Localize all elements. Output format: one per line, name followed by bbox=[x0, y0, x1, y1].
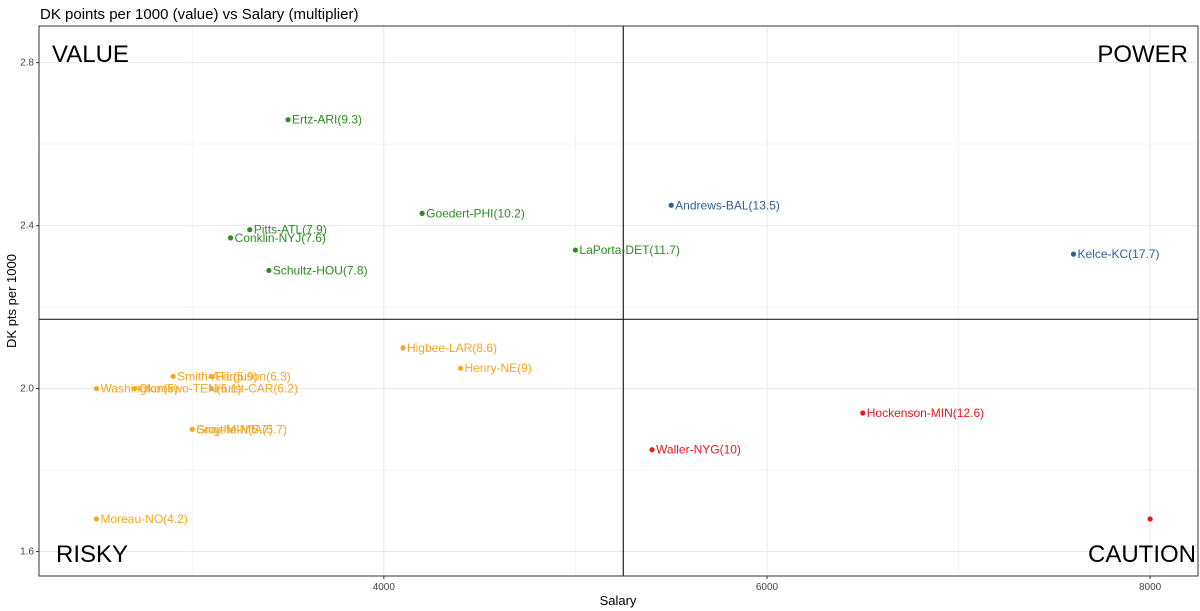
data-point-label: Hurst-CAR(6.2) bbox=[215, 382, 298, 396]
y-tick-label: 2.8 bbox=[20, 58, 34, 69]
data-point-label: Kelce-KC(17.7) bbox=[1077, 247, 1159, 261]
quadrant-label-value: VALUE bbox=[52, 41, 129, 68]
data-point bbox=[860, 410, 866, 416]
quadrant-labels: VALUE POWER RISKY CAUTION bbox=[52, 41, 1196, 568]
data-point-label: Pitts-ATL(7.9) bbox=[254, 223, 327, 237]
data-point-label: Higbee-LAR(8.6) bbox=[407, 341, 497, 355]
data-point bbox=[285, 117, 291, 123]
data-point bbox=[668, 202, 674, 208]
data-point bbox=[93, 516, 100, 522]
data-point-label: Smythe-MIA(5.7) bbox=[196, 422, 287, 436]
y-tick-label: 1.6 bbox=[20, 547, 34, 558]
axis-ticks: 4000 6000 8000 1.6 2.0 2.4 2.8 bbox=[20, 58, 1162, 593]
data-point bbox=[189, 426, 195, 432]
data-point-label: Smith-ATL(5.9) bbox=[177, 369, 257, 383]
data-point-label: Waller-NYG(10) bbox=[656, 443, 741, 457]
data-point-label: Hockenson-MIN(12.6) bbox=[867, 406, 984, 420]
data-point-label: Goedert-PHI(10.2) bbox=[426, 206, 525, 220]
data-point bbox=[93, 385, 100, 392]
x-axis-title: Salary bbox=[600, 593, 637, 608]
data-point bbox=[247, 227, 253, 233]
data-point bbox=[1147, 516, 1153, 522]
data-point bbox=[208, 385, 215, 392]
y-tick-label: 2.0 bbox=[20, 384, 34, 395]
plot-panel-border bbox=[38, 25, 1199, 577]
data-point bbox=[132, 385, 138, 392]
data-point bbox=[419, 210, 425, 217]
x-tick-label: 4000 bbox=[373, 582, 396, 593]
data-point bbox=[400, 345, 406, 351]
chart-title: DK points per 1000 (value) vs Salary (mu… bbox=[40, 6, 358, 23]
data-point-label: Okonkwo-TEN(5.1) bbox=[139, 382, 242, 396]
data-point bbox=[649, 447, 655, 453]
data-point-label: Schultz-HOU(7.8) bbox=[273, 263, 368, 277]
data-point-label: Moreau-NO(4.2) bbox=[100, 512, 187, 526]
data-point-label: Ertz-ARI(9.3) bbox=[292, 113, 362, 127]
data-point bbox=[1070, 251, 1077, 257]
data-point bbox=[457, 365, 464, 371]
data-point-label: Washington(5) bbox=[100, 382, 178, 396]
data-point bbox=[170, 373, 176, 379]
quadrant-label-risky: RISKY bbox=[56, 541, 128, 568]
data-point-label: Henry-NE(9) bbox=[464, 361, 531, 375]
y-axis-title: DK pts per 1000 bbox=[4, 254, 19, 348]
data-point-label: Ferguson(6.3) bbox=[215, 369, 290, 383]
x-tick-label: 8000 bbox=[1139, 582, 1162, 593]
quadrant-label-power: POWER bbox=[1097, 41, 1188, 68]
data-point bbox=[227, 235, 234, 241]
y-tick-label: 2.4 bbox=[20, 221, 34, 232]
data-point-label: Gray-MIN(5.7) bbox=[196, 422, 273, 436]
data-point-label: Conklin-NYJ(7.6) bbox=[235, 231, 326, 245]
data-points: Ertz-ARI(9.3) Goedert-PHI(10.2) Pitts-ATL(… bbox=[93, 113, 1160, 526]
data-point-label: Andrews-BAL(13.5) bbox=[675, 198, 780, 212]
grid bbox=[39, 26, 1198, 576]
quadrant-dividers bbox=[39, 26, 1198, 576]
data-point bbox=[208, 373, 215, 379]
quadrant-label-caution: CAUTION bbox=[1088, 541, 1196, 568]
x-tick-label: 6000 bbox=[756, 582, 779, 593]
data-point bbox=[572, 247, 578, 253]
data-point-label: LaPorta-DET(11.7) bbox=[579, 243, 679, 257]
data-point bbox=[266, 267, 272, 274]
